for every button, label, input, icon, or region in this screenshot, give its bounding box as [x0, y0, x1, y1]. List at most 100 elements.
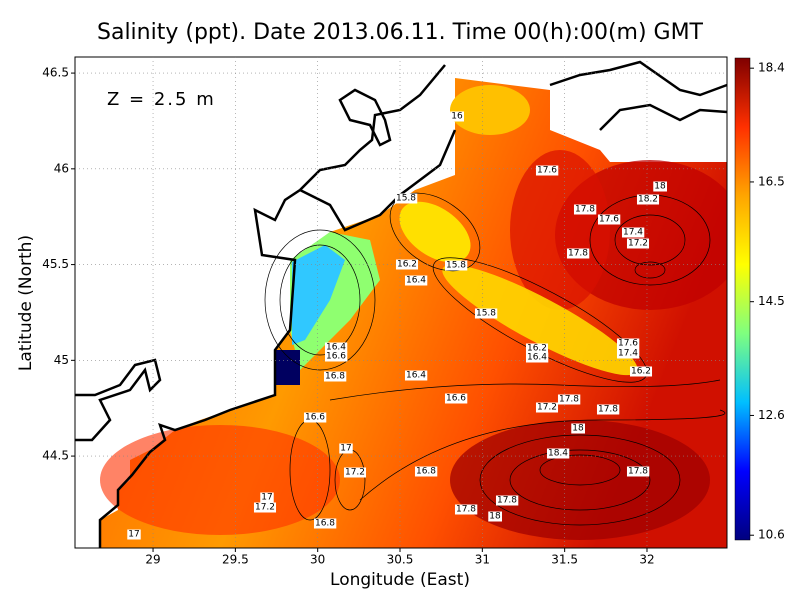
contour-label: 17.2 [628, 239, 648, 249]
contour-label-box [495, 495, 519, 506]
y-tick-label: 45 [54, 353, 69, 367]
contour-label-box [525, 343, 549, 354]
plot-frame [74, 56, 728, 549]
contour-label-box [343, 467, 367, 478]
contour-label-box [653, 181, 667, 192]
contour-label-box [395, 259, 419, 270]
contour-label: 17.2 [537, 403, 557, 413]
contour-label: 18 [654, 182, 666, 192]
contour-label: 18 [572, 424, 584, 434]
contour-label-box [535, 165, 559, 176]
field [100, 78, 727, 548]
contour-label-box [596, 404, 620, 415]
contour-label: 18 [489, 512, 501, 522]
contour-label: 17.8 [598, 405, 618, 415]
contour-label: 16.6 [305, 413, 325, 423]
contour-label-box [454, 504, 478, 515]
fresh-core [275, 350, 300, 385]
x-tick-label: 29 [145, 553, 160, 567]
contour-label: 18.4 [548, 449, 568, 459]
contour-label-box [557, 394, 581, 405]
x-tick-label: 30 [310, 553, 325, 567]
contour-label: 17.6 [599, 215, 619, 225]
high-region [510, 150, 610, 310]
contour-label-box [636, 194, 660, 205]
contour-label: 17.8 [559, 395, 579, 405]
contour-label: 17.2 [345, 468, 365, 478]
contour-label: 16.2 [631, 367, 651, 377]
contour-label: 16.2 [397, 260, 417, 270]
contour-label-box [323, 371, 347, 382]
colorbar-tick-label: 14.5 [758, 294, 785, 308]
contour-label-box [535, 402, 559, 413]
y-tick-label: 44.5 [42, 449, 69, 463]
contour-label-box [474, 308, 498, 319]
y-tick-label: 46 [54, 161, 69, 175]
contour-label-box [566, 248, 590, 259]
contour-label-box [253, 502, 277, 513]
contour-label-box [404, 275, 428, 286]
contour-label: 18.2 [638, 195, 658, 205]
contour-lines [264, 192, 726, 526]
contour-label-box [260, 492, 274, 503]
contour-label: 17.2 [255, 503, 275, 513]
contour-label-box [546, 448, 570, 459]
contour-label: 16.8 [416, 467, 436, 477]
contour-label-box [313, 518, 337, 529]
contour-label-box [616, 348, 640, 359]
y-tick-label: 46.5 [42, 66, 69, 80]
contour-label: 17.6 [537, 166, 557, 176]
contour-label: 16.8 [315, 519, 335, 529]
contour-label: 17 [340, 444, 351, 454]
x-axis-label: Longitude (East) [330, 570, 470, 590]
contour-label: 17.6 [618, 339, 638, 349]
contour-label: 16 [451, 112, 463, 122]
contour-label: 16.2 [527, 344, 547, 354]
contour-label: 16.4 [406, 371, 426, 381]
coastline [75, 60, 728, 548]
contour-label: 17.8 [575, 205, 595, 215]
contour-label: 15.8 [396, 194, 416, 204]
depth-annotation: Z = 2.5 m [107, 89, 216, 110]
fresh-patch [399, 201, 471, 263]
contour-label: 15.8 [446, 261, 466, 271]
contour-label-box [626, 466, 650, 477]
contour-label-box [616, 338, 640, 349]
high-region [450, 420, 710, 540]
fresh-band [442, 264, 638, 376]
contour-label-box [488, 511, 502, 522]
contour-label-box [573, 204, 597, 215]
contour-label-box [450, 111, 464, 122]
contour-label: 17.4 [618, 349, 638, 359]
y-axis-label: Latitude (North) [16, 235, 36, 371]
contour-label: 17.8 [568, 249, 588, 259]
contour-label-box [414, 466, 438, 477]
contour-label: 17.4 [623, 228, 643, 238]
contour-label-box [621, 227, 645, 238]
contour-label-box [597, 214, 621, 225]
contour-label: 16.6 [326, 352, 346, 362]
colorbar-tick-label: 10.6 [758, 528, 785, 542]
contour-label: 16.6 [446, 394, 466, 404]
colorbar-tick-label: 18.4 [758, 61, 785, 75]
contour-label: 17.8 [456, 505, 476, 515]
title: Salinity (ppt). Date 2013.06.11. Time 00… [97, 20, 704, 45]
contour-label-box [444, 393, 468, 404]
x-tick-label: 29.5 [222, 553, 249, 567]
contour-label: 17 [261, 493, 272, 503]
contour-label-box [629, 366, 653, 377]
contour-label-box [404, 370, 428, 381]
x-tick-label: 31 [475, 553, 490, 567]
y-tick-label: 45.5 [42, 257, 69, 271]
contour-label: 16.4 [527, 353, 547, 363]
contour-label-box [394, 193, 418, 204]
contour-label-box [626, 238, 650, 249]
contour-label: 16.8 [325, 372, 345, 382]
fresh-patch [450, 85, 530, 135]
contour-label-box [444, 260, 468, 271]
contour-label-box [324, 342, 348, 353]
colorbar-tick-label: 16.5 [758, 174, 785, 188]
contour-label: 17.8 [628, 467, 648, 477]
colorbar [734, 57, 751, 541]
